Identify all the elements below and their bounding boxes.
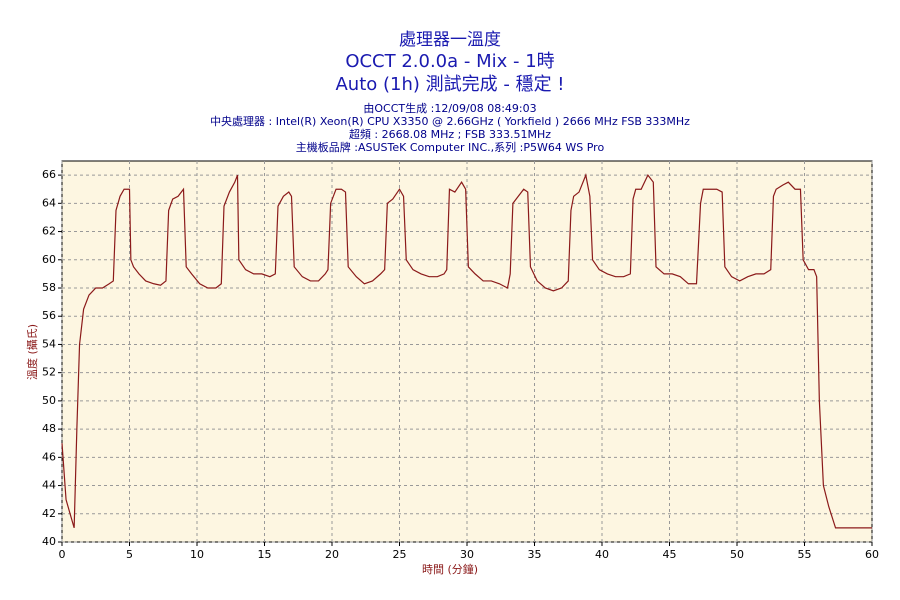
y-tick-label: 40 (42, 535, 56, 548)
y-tick-label: 48 (42, 422, 56, 435)
y-tick-label: 62 (42, 225, 56, 238)
y-axis-label: 溫度 (攝氏) (25, 324, 39, 380)
info-line: 主機板品牌 :ASUSTeK Computer INC.,系列 :P5W64 W… (296, 140, 605, 154)
chart-subtitle: OCCT 2.0.0a - Mix - 1時 (345, 51, 554, 72)
x-tick-label: 30 (460, 548, 474, 561)
y-tick-label: 54 (42, 337, 56, 350)
y-tick-label: 52 (42, 366, 56, 379)
x-tick-label: 45 (663, 548, 677, 561)
x-tick-label: 50 (730, 548, 744, 561)
y-tick-label: 56 (42, 309, 56, 322)
x-tick-label: 20 (325, 548, 339, 561)
chart-title: 處理器一溫度 (399, 30, 501, 50)
x-tick-label: 25 (393, 548, 407, 561)
y-tick-label: 44 (42, 479, 56, 492)
y-tick-label: 64 (42, 196, 56, 209)
y-tick-label: 42 (42, 507, 56, 520)
x-tick-label: 5 (126, 548, 133, 561)
chart-subtitle: Auto (1h) 測試完成 - 穩定 ! (335, 74, 564, 95)
x-tick-label: 55 (798, 548, 812, 561)
info-line: 由OCCT生成 :12/09/08 08:49:03 (363, 101, 536, 115)
x-tick-label: 40 (595, 548, 609, 561)
x-tick-label: 60 (865, 548, 879, 561)
y-tick-label: 50 (42, 394, 56, 407)
y-tick-label: 60 (42, 253, 56, 266)
x-tick-label: 35 (528, 548, 542, 561)
x-tick-label: 10 (190, 548, 204, 561)
y-tick-label: 58 (42, 281, 56, 294)
x-tick-label: 15 (258, 548, 272, 561)
temperature-line (61, 172, 872, 529)
y-tick-label: 46 (42, 450, 56, 463)
x-axis-label: 時間 (分鐘) (422, 562, 478, 576)
info-line: 中央處理器 : Intel(R) Xeon(R) CPU X3350 @ 2.6… (210, 114, 690, 128)
y-tick-label: 66 (42, 168, 56, 181)
x-tick-label: 0 (59, 548, 66, 561)
info-line: 超頻 : 2668.08 MHz ; FSB 333.51MHz (349, 127, 551, 141)
